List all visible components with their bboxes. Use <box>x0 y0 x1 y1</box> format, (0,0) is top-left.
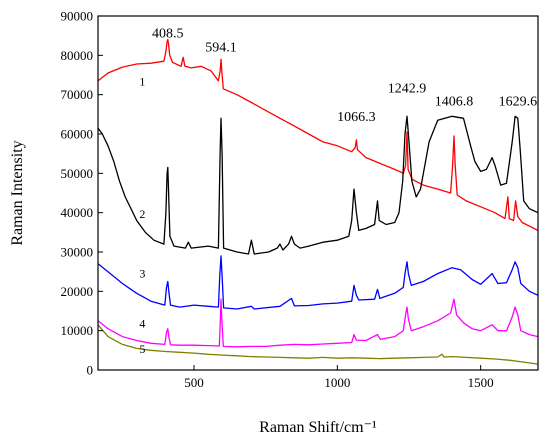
series-number-4: 4 <box>139 317 145 331</box>
peak-label-4: 1242.9 <box>388 82 427 97</box>
x-axis-ticks: 500 1000 1500 <box>184 365 494 390</box>
series-layer <box>97 38 539 365</box>
peak-label-5: 1406.8 <box>435 95 474 110</box>
y-tick-label: 70000 <box>61 87 94 102</box>
y-tick-label: 40000 <box>61 205 94 220</box>
series-line-1 <box>97 38 539 231</box>
peak-label-6: 1629.6 <box>499 95 538 110</box>
series-line-4 <box>97 298 539 348</box>
x-tick-label: 1000 <box>324 375 350 390</box>
y-tick-label: 10000 <box>61 323 94 338</box>
peak-label-1: 408.5 <box>152 27 184 42</box>
peak-labels: 408.5 594.1 1066.3 1242.9 1406.8 1629.6 <box>152 27 537 125</box>
y-axis-ticks: 0 10000 20000 30000 40000 50000 60000 70000 8000… <box>61 9 103 378</box>
y-tick-label: 0 <box>87 363 94 378</box>
series-number-3: 3 <box>139 267 145 281</box>
y-tick-label: 30000 <box>61 245 94 260</box>
peak-label-2: 594.1 <box>205 40 237 55</box>
series-number-5: 5 <box>139 342 145 356</box>
plot-frame <box>97 15 539 371</box>
series-numbers: 1 2 3 4 5 <box>139 75 145 356</box>
y-tick-label: 80000 <box>61 48 94 63</box>
series-line-3 <box>97 255 539 310</box>
series-number-1: 1 <box>139 75 145 89</box>
series-line-5 <box>97 324 539 365</box>
y-tick-label: 90000 <box>61 9 94 24</box>
x-axis-title: Raman Shift/cm⁻¹ <box>259 419 377 436</box>
series-number-2: 2 <box>139 207 145 221</box>
y-tick-label: 50000 <box>61 166 94 181</box>
series-line-2 <box>97 115 539 255</box>
peak-label-3: 1066.3 <box>337 110 376 125</box>
y-tick-label: 60000 <box>61 127 94 142</box>
y-axis-title: Raman Intensity <box>9 140 26 245</box>
y-tick-label: 20000 <box>61 284 94 299</box>
x-tick-label: 1500 <box>468 375 494 390</box>
x-tick-label: 500 <box>184 375 204 390</box>
